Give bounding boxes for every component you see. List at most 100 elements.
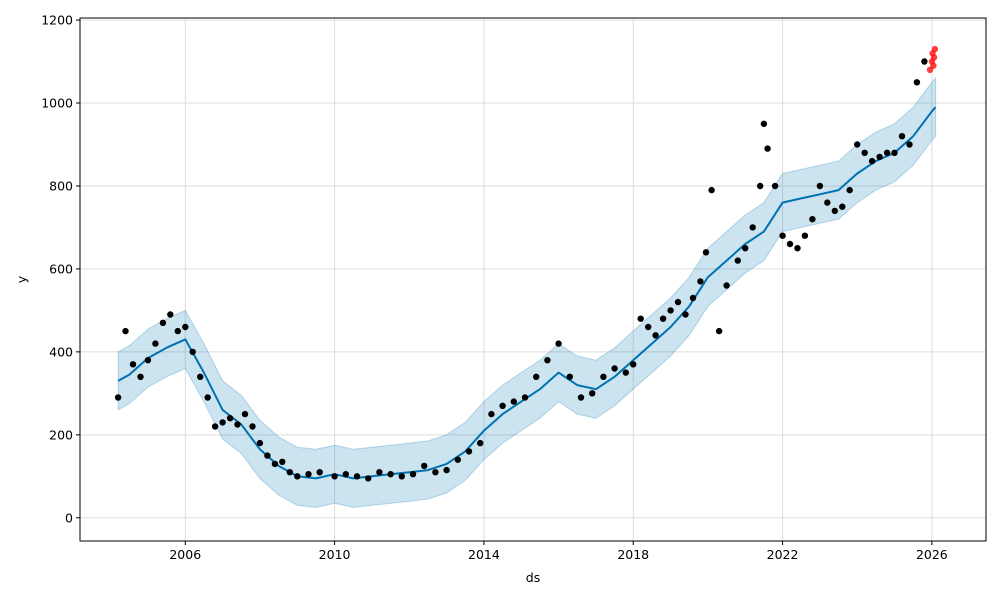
observed-point xyxy=(144,357,152,364)
observed-point xyxy=(555,340,562,347)
observed-point xyxy=(533,373,540,380)
observed-point xyxy=(286,469,293,476)
observed-point xyxy=(771,182,779,190)
observed-point xyxy=(432,469,439,476)
observed-point xyxy=(708,186,715,194)
observed-point xyxy=(279,458,286,465)
observed-point xyxy=(167,311,174,318)
observed-point xyxy=(544,357,551,364)
observed-point xyxy=(182,323,189,331)
observed-point xyxy=(659,315,667,322)
observed-point xyxy=(861,149,868,156)
observed-point xyxy=(256,439,264,447)
observed-point xyxy=(241,410,249,418)
observed-point xyxy=(913,79,921,86)
observed-point xyxy=(734,257,741,264)
observed-point xyxy=(689,294,697,302)
observed-point xyxy=(226,415,234,422)
observed-point xyxy=(353,473,361,480)
y-tick-label: 800 xyxy=(49,178,73,193)
observed-point xyxy=(114,394,122,401)
observed-point xyxy=(809,216,816,223)
observed-point xyxy=(249,423,256,430)
observed-point xyxy=(294,473,301,480)
observed-point xyxy=(637,315,644,322)
observed-point xyxy=(122,327,129,335)
y-tick-label: 600 xyxy=(49,261,73,276)
observed-point xyxy=(674,298,682,306)
observed-point xyxy=(764,145,771,152)
recent-points-layer xyxy=(926,45,939,74)
observed-point xyxy=(152,340,159,347)
observed-point xyxy=(697,278,704,285)
observed-points-layer xyxy=(114,58,928,482)
observed-point xyxy=(749,224,756,231)
observed-point xyxy=(876,153,883,161)
observed-point xyxy=(465,448,473,455)
observed-point xyxy=(891,149,898,156)
grid-lines xyxy=(80,18,986,541)
observed-point xyxy=(387,471,394,478)
x-tick-label: 2022 xyxy=(767,547,799,562)
observed-point xyxy=(723,282,730,289)
observed-point xyxy=(204,394,211,401)
observed-point xyxy=(645,323,652,331)
observed-point xyxy=(786,240,794,248)
observed-point xyxy=(622,369,629,376)
observed-point xyxy=(264,452,271,459)
observed-point xyxy=(454,456,461,463)
observed-point xyxy=(305,471,312,478)
observed-point xyxy=(521,394,529,401)
observed-point xyxy=(816,182,824,190)
observed-point xyxy=(854,141,861,148)
observed-point xyxy=(906,141,913,148)
forecast-line xyxy=(117,106,937,480)
observed-point xyxy=(883,149,891,156)
x-tick-label: 2026 xyxy=(916,547,948,562)
observed-point xyxy=(801,232,809,239)
observed-point xyxy=(652,332,659,339)
observed-point xyxy=(757,182,764,190)
observed-point xyxy=(839,203,846,210)
observed-point xyxy=(589,390,596,397)
forecast-line-layer xyxy=(117,106,937,480)
observed-point xyxy=(846,186,853,194)
plot-area-frame xyxy=(79,17,987,542)
observed-point xyxy=(197,373,204,380)
observed-point xyxy=(137,373,144,380)
observed-point xyxy=(316,469,323,476)
x-tick-label: 2006 xyxy=(169,547,201,562)
observed-point xyxy=(742,245,749,252)
observed-point xyxy=(760,120,768,128)
observed-point xyxy=(211,423,219,430)
y-tick-label: 1000 xyxy=(41,96,73,111)
observed-point xyxy=(510,398,517,405)
observed-point xyxy=(488,410,495,418)
observed-point xyxy=(779,232,786,239)
observed-point xyxy=(824,199,831,206)
observed-point xyxy=(566,373,573,380)
observed-point xyxy=(868,157,876,165)
x-tick-label: 2010 xyxy=(319,547,351,562)
observed-point xyxy=(174,327,181,335)
observed-point xyxy=(898,133,906,140)
observed-point xyxy=(409,471,417,478)
observed-point xyxy=(600,373,607,380)
recent-point xyxy=(930,62,937,69)
observed-point xyxy=(342,471,349,478)
y-tick-label: 0 xyxy=(65,510,73,525)
observed-point xyxy=(421,462,428,470)
uncertainty-band-layer xyxy=(117,76,937,508)
y-axis-ticks: 0 200 400 600 800 1000 1200 xyxy=(41,13,80,525)
recent-point xyxy=(931,45,939,53)
observed-point xyxy=(831,207,838,215)
observed-point xyxy=(715,327,723,335)
y-tick-label: 200 xyxy=(49,427,73,442)
observed-point xyxy=(129,361,137,368)
recent-point xyxy=(930,54,938,61)
observed-point xyxy=(667,307,674,314)
observed-point xyxy=(234,421,241,428)
y-axis-label: y xyxy=(14,275,29,283)
observed-point xyxy=(682,311,689,318)
